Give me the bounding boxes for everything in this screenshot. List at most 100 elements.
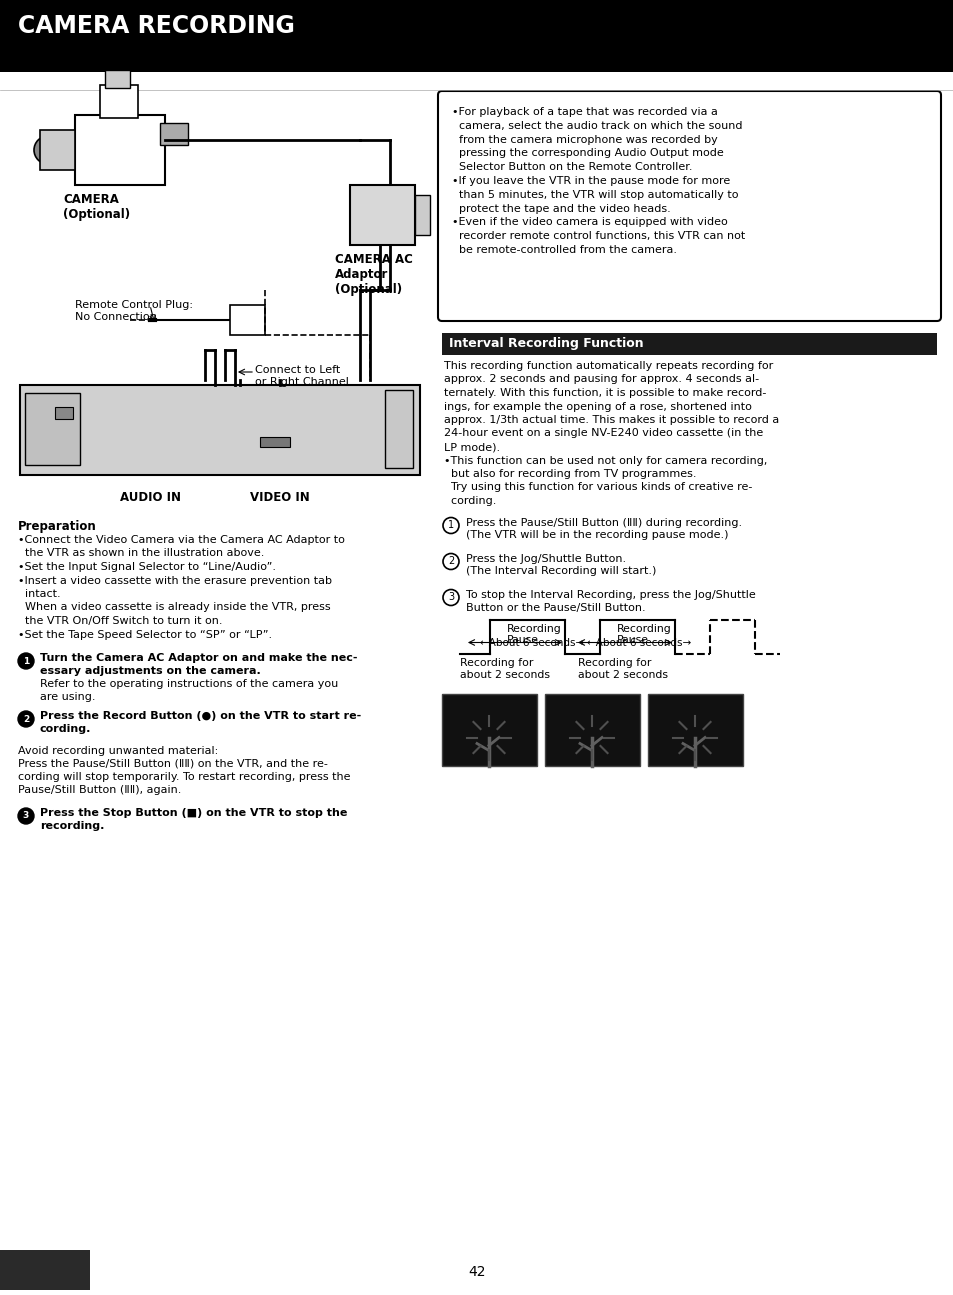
Text: are using.: are using. [40,692,95,702]
Text: (The Interval Recording will start.): (The Interval Recording will start.) [465,566,656,576]
Text: Try using this function for various kinds of creative re-: Try using this function for various kind… [443,483,752,492]
Text: cording.: cording. [443,496,496,506]
Text: 3: 3 [23,812,30,821]
Bar [100,85,138,118]
Bar [0,0,953,73]
Text: Button or the Pause/Still Button.: Button or the Pause/Still Button. [465,602,645,613]
Bar [441,694,537,765]
Circle shape [272,414,288,431]
Bar [0,1250,90,1290]
Circle shape [418,220,424,227]
Circle shape [187,414,203,431]
Text: When a video cassette is already inside the VTR, press: When a video cassette is already inside … [18,602,331,613]
Circle shape [247,414,263,431]
Bar [160,123,188,145]
Text: Press the Pause/Still Button (ⅡⅡ) on the VTR, and the re-: Press the Pause/Still Button (ⅡⅡ) on the… [18,759,328,769]
Text: Preparation: Preparation [18,521,96,534]
Text: Interval Recording Function: Interval Recording Function [449,337,643,350]
Text: Press the Record Button (●) on the VTR to start re-: Press the Record Button (●) on the VTR t… [40,711,361,721]
Text: To stop the Interval Recording, press the Jog/Shuttle: To stop the Interval Recording, press th… [465,589,755,600]
Text: •Set the Tape Speed Selector to “SP” or “LP”.: •Set the Tape Speed Selector to “SP” or … [18,629,272,640]
Text: LP mode).: LP mode). [443,442,499,452]
Text: ←About 6 seconds→: ←About 6 seconds→ [586,637,691,648]
Text: Recording
Pause: Recording Pause [617,623,671,645]
FancyBboxPatch shape [437,91,940,321]
Bar [260,436,290,447]
Bar [25,392,80,465]
Text: Turn the Camera AC Adaptor on and make the nec-: Turn the Camera AC Adaptor on and make t… [40,653,357,663]
Text: •For playback of a tape that was recorded via a: •For playback of a tape that was recorde… [452,107,717,117]
Bar [0,73,953,89]
Text: CAMERA
(Optional): CAMERA (Optional) [63,193,130,221]
Circle shape [442,589,458,606]
Circle shape [442,553,458,570]
Circle shape [418,210,424,216]
Text: camera, select the audio track on which the sound: camera, select the audio track on which … [452,120,741,131]
Text: (The VTR will be in the recording pause mode.): (The VTR will be in the recording pause … [465,531,728,540]
Text: •Connect the Video Camera via the Camera AC Adaptor to: •Connect the Video Camera via the Camera… [18,535,345,545]
Text: the VTR On/Off Switch to turn it on.: the VTR On/Off Switch to turn it on. [18,616,222,625]
Text: intact.: intact. [18,589,61,600]
Text: be remote-controlled from the camera.: be remote-controlled from the camera. [452,245,677,255]
Text: •If you leave the VTR in the pause mode for more: •If you leave the VTR in the pause mode … [452,176,729,186]
Text: 1: 1 [448,521,454,531]
Bar [385,390,413,467]
Text: 2: 2 [23,715,30,724]
Text: CAMERA AC
Adaptor
(Optional): CAMERA AC Adaptor (Optional) [335,253,413,297]
Text: •Even if the video camera is equipped with video: •Even if the video camera is equipped wi… [452,218,727,228]
Text: VIDEO IN: VIDEO IN [250,491,310,504]
Text: Connect to Left
or Right Channel: Connect to Left or Right Channel [254,365,349,387]
Circle shape [18,711,34,726]
Text: AUDIO IN: AUDIO IN [120,491,181,504]
Text: approx. 1/3th actual time. This makes it possible to record a: approx. 1/3th actual time. This makes it… [443,414,779,425]
Text: Press the Pause/Still Button (ⅡⅡ) during recording.: Press the Pause/Still Button (ⅡⅡ) during… [465,518,741,527]
Circle shape [18,808,34,824]
Circle shape [442,518,458,534]
Text: Press the Jog/Shuttle Button.: Press the Jog/Shuttle Button. [465,553,625,563]
Text: Pause/Still Button (ⅡⅡ), again.: Pause/Still Button (ⅡⅡ), again. [18,785,181,795]
Circle shape [207,414,223,431]
Text: Recording for
about 2 seconds: Recording for about 2 seconds [578,658,667,680]
Bar [75,115,165,185]
Text: Selector Button on the Remote Controller.: Selector Button on the Remote Controller… [452,162,692,172]
Bar [105,70,130,88]
Text: cording.: cording. [40,724,91,734]
Circle shape [18,653,34,670]
Text: CAMERA RECORDING: CAMERA RECORDING [18,14,294,38]
Text: than 5 minutes, the VTR will stop automatically to: than 5 minutes, the VTR will stop automa… [452,190,738,199]
Bar [20,385,419,475]
Text: This recording function automatically repeats recording for: This recording function automatically re… [443,361,773,370]
Text: Avoid recording unwanted material:: Avoid recording unwanted material: [18,746,218,756]
Text: pressing the corresponding Audio Output mode: pressing the corresponding Audio Output … [452,149,723,158]
Circle shape [34,136,62,164]
Bar [55,407,73,420]
Text: 1: 1 [23,657,30,666]
Text: ings, for example the opening of a rose, shortened into: ings, for example the opening of a rose,… [443,401,751,412]
Text: •This function can be used not only for camera recording,: •This function can be used not only for … [443,456,766,465]
Bar [350,185,415,245]
Text: 2: 2 [447,557,454,566]
Bar [415,196,430,234]
Circle shape [30,433,50,453]
Text: but also for recording from TV programmes.: but also for recording from TV programme… [443,469,696,479]
Text: protect the tape and the video heads.: protect the tape and the video heads. [452,203,670,214]
Text: 24-hour event on a single NV-E240 video cassette (in the: 24-hour event on a single NV-E240 video … [443,429,762,439]
Circle shape [227,414,243,431]
Circle shape [418,199,424,206]
Bar [230,306,265,335]
Bar [544,694,639,765]
Text: ←About 6 seconds→: ←About 6 seconds→ [479,637,583,648]
Text: •Insert a video cassette with the erasure prevention tab: •Insert a video cassette with the erasur… [18,575,332,585]
Circle shape [296,414,313,431]
Text: Press the Stop Button (■) on the VTR to stop the: Press the Stop Button (■) on the VTR to … [40,808,347,818]
Text: cording will stop temporarily. To restart recording, press the: cording will stop temporarily. To restar… [18,772,350,782]
Text: from the camera microphone was recorded by: from the camera microphone was recorded … [452,135,717,145]
Text: the VTR as shown in the illustration above.: the VTR as shown in the illustration abo… [18,549,264,558]
Text: Remote Control Plug:
No Connection: Remote Control Plug: No Connection [75,300,193,321]
Circle shape [30,403,50,423]
Text: Refer to the operating instructions of the camera you: Refer to the operating instructions of t… [40,679,338,689]
Text: Recording
Pause: Recording Pause [506,623,561,645]
Text: 3: 3 [448,593,454,602]
Bar [40,130,75,170]
Text: Recording for
about 2 seconds: Recording for about 2 seconds [459,658,550,680]
